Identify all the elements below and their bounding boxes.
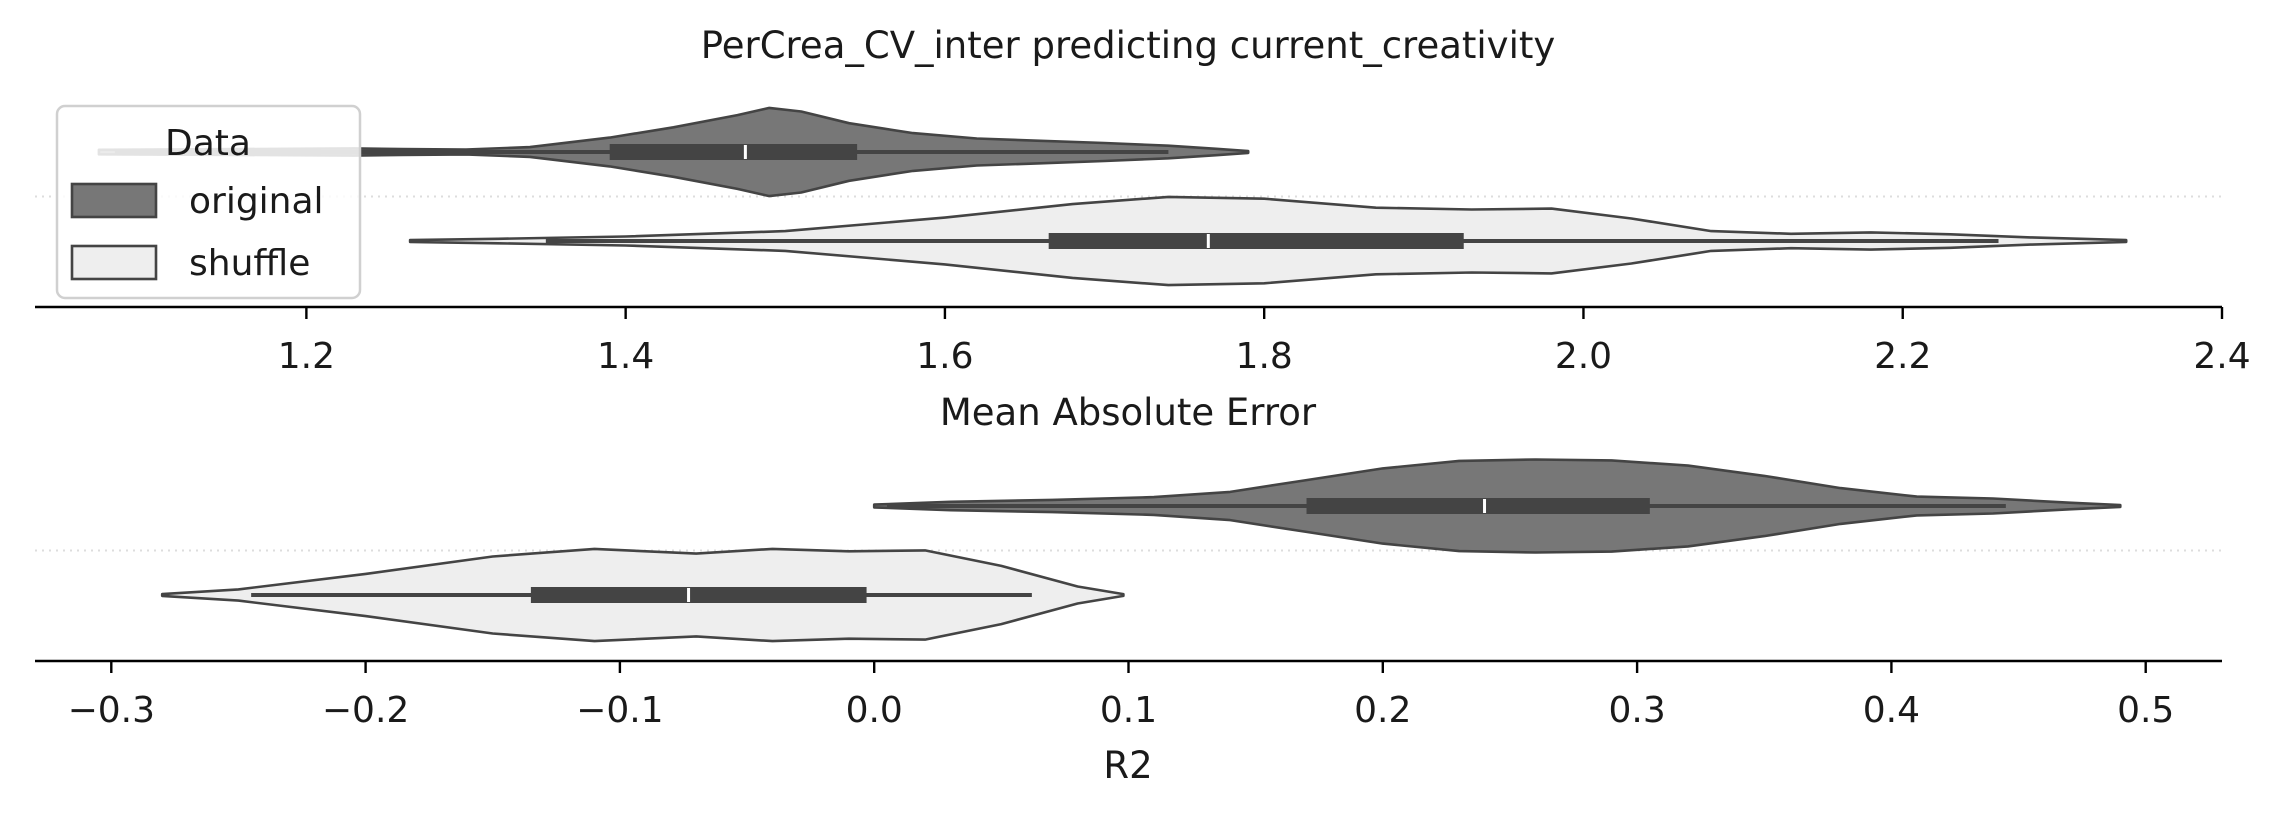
- x-tick-label: 1.8: [1236, 336, 1293, 377]
- violin-shuffle: [408, 195, 2128, 287]
- x-tick-label: −0.2: [322, 690, 409, 731]
- x-tick-label: 1.2: [278, 336, 335, 377]
- iqr-box: [609, 144, 858, 160]
- x-tick-label: 2.4: [2193, 336, 2250, 377]
- x-axis-label: Mean Absolute Error: [940, 391, 1317, 434]
- legend-swatch-original: [70, 182, 158, 219]
- x-tick-label: 2.2: [1874, 336, 1931, 377]
- x-tick-label: 0.2: [1354, 690, 1411, 731]
- x-tick-label: 0.3: [1608, 690, 1665, 731]
- x-tick-label: 0.1: [1100, 690, 1157, 731]
- x-tick-label: 1.4: [597, 336, 654, 377]
- mae-plot-panel: 1.2 1.4 1.6 1.8 2.0 2.2 2.4 Mean Absolute Error: [35, 106, 2251, 434]
- violin-original: [872, 458, 2122, 554]
- iqr-box: [1048, 233, 1464, 249]
- chart-title: PerCrea_CV_inter predicting current_crea…: [701, 24, 1556, 67]
- legend-label-shuffle: shuffle: [189, 243, 310, 284]
- violin-shuffle: [160, 547, 1125, 643]
- legend-swatch-shuffle: [70, 244, 158, 281]
- x-axis-label: R2: [1103, 744, 1152, 787]
- legend-title: Data: [165, 123, 251, 164]
- x-tick-label: 2.0: [1555, 336, 1612, 377]
- iqr-box: [530, 587, 867, 603]
- x-tick-label: −0.1: [576, 690, 663, 731]
- x-tick-label: 1.6: [916, 336, 973, 377]
- iqr-box: [1306, 498, 1650, 514]
- r2-plot-panel: −0.3 −0.2 −0.1 0.0 0.1 0.2 0.3 0.4 0.5 R2: [35, 458, 2222, 787]
- legend: Data original shuffle: [55, 104, 362, 300]
- x-tick-label: 0.4: [1863, 690, 1920, 731]
- x-tick-label: 0.5: [2117, 690, 2174, 731]
- x-tick-label: 0.0: [846, 690, 903, 731]
- x-tick-label: −0.3: [68, 690, 155, 731]
- legend-label-original: original: [189, 181, 324, 222]
